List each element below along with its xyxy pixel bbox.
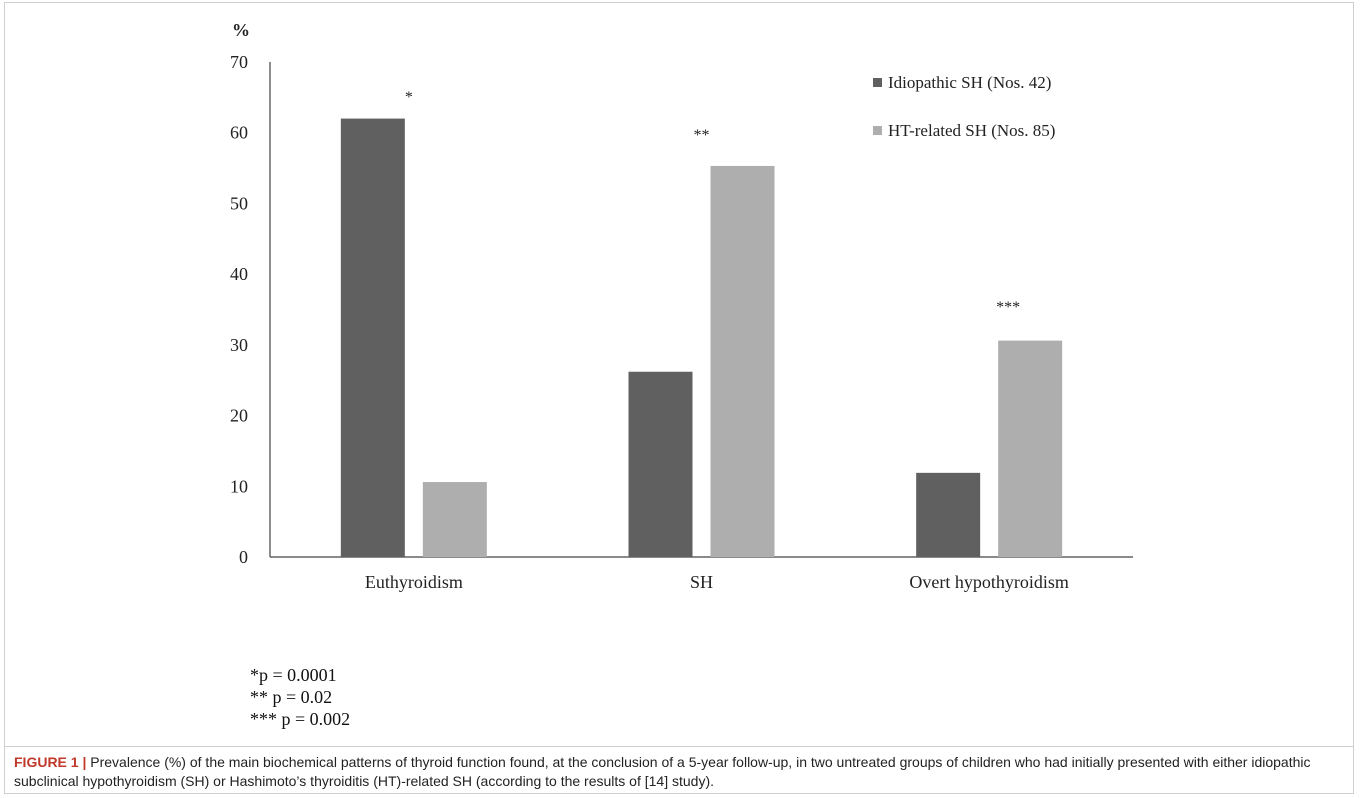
significance-annotation: * (405, 89, 413, 106)
y-tick-labels: 0 10 20 30 40 50 60 70 (230, 52, 248, 567)
significance-annotation: *** (996, 299, 1020, 316)
x-tick-label: SH (690, 572, 713, 592)
y-tick-label: 30 (230, 335, 248, 355)
legend: Idiopathic SH (Nos. 42) HT-related SH (No… (873, 73, 1055, 140)
significance-annotation: ** (694, 127, 710, 144)
bar-ht-related-2 (998, 340, 1063, 557)
bar-ht-related-1 (710, 165, 775, 557)
caption-lead: FIGURE 1 | (14, 754, 87, 770)
footnote-2: ** p = 0.02 (250, 687, 333, 707)
legend-swatch (873, 78, 882, 87)
y-tick-label: 40 (230, 264, 248, 284)
legend-label: HT-related SH (Nos. 85) (888, 121, 1055, 140)
x-tick-label: Euthyroidism (365, 572, 463, 592)
y-tick-label: 20 (230, 406, 248, 426)
y-axis-label: % (232, 20, 250, 40)
y-tick-label: 60 (230, 123, 248, 143)
figure-caption: FIGURE 1 | Prevalence (%) of the main bi… (14, 753, 1344, 791)
y-tick-label: 10 (230, 476, 248, 496)
y-tick-label: 0 (239, 547, 248, 567)
caption-text: Prevalence (%) of the main biochemical p… (14, 754, 1311, 789)
footnote-3: *** p = 0.002 (250, 709, 351, 729)
x-tick-labels: Euthyroidism SH Overt hypothyroidism (365, 572, 1069, 592)
bars (340, 118, 1063, 558)
significance-annotations: ****** (405, 89, 1020, 316)
footnotes: *p = 0.0001 ** p = 0.02 *** p = 0.002 (250, 664, 350, 730)
legend-label: Idiopathic SH (Nos. 42) (888, 73, 1051, 92)
bar-idiopathic-1 (628, 371, 693, 557)
bar-idiopathic-2 (916, 472, 981, 557)
bar-ht-related-0 (422, 482, 487, 557)
x-tick-label: Overt hypothyroidism (909, 572, 1069, 592)
footnote-1: *p = 0.0001 (250, 665, 337, 685)
bar-idiopathic-0 (340, 118, 405, 558)
y-tick-label: 70 (230, 52, 248, 72)
y-tick-label: 50 (230, 193, 248, 213)
axes (269, 62, 1133, 558)
legend-swatch (873, 126, 882, 135)
caption-divider (4, 746, 1354, 747)
